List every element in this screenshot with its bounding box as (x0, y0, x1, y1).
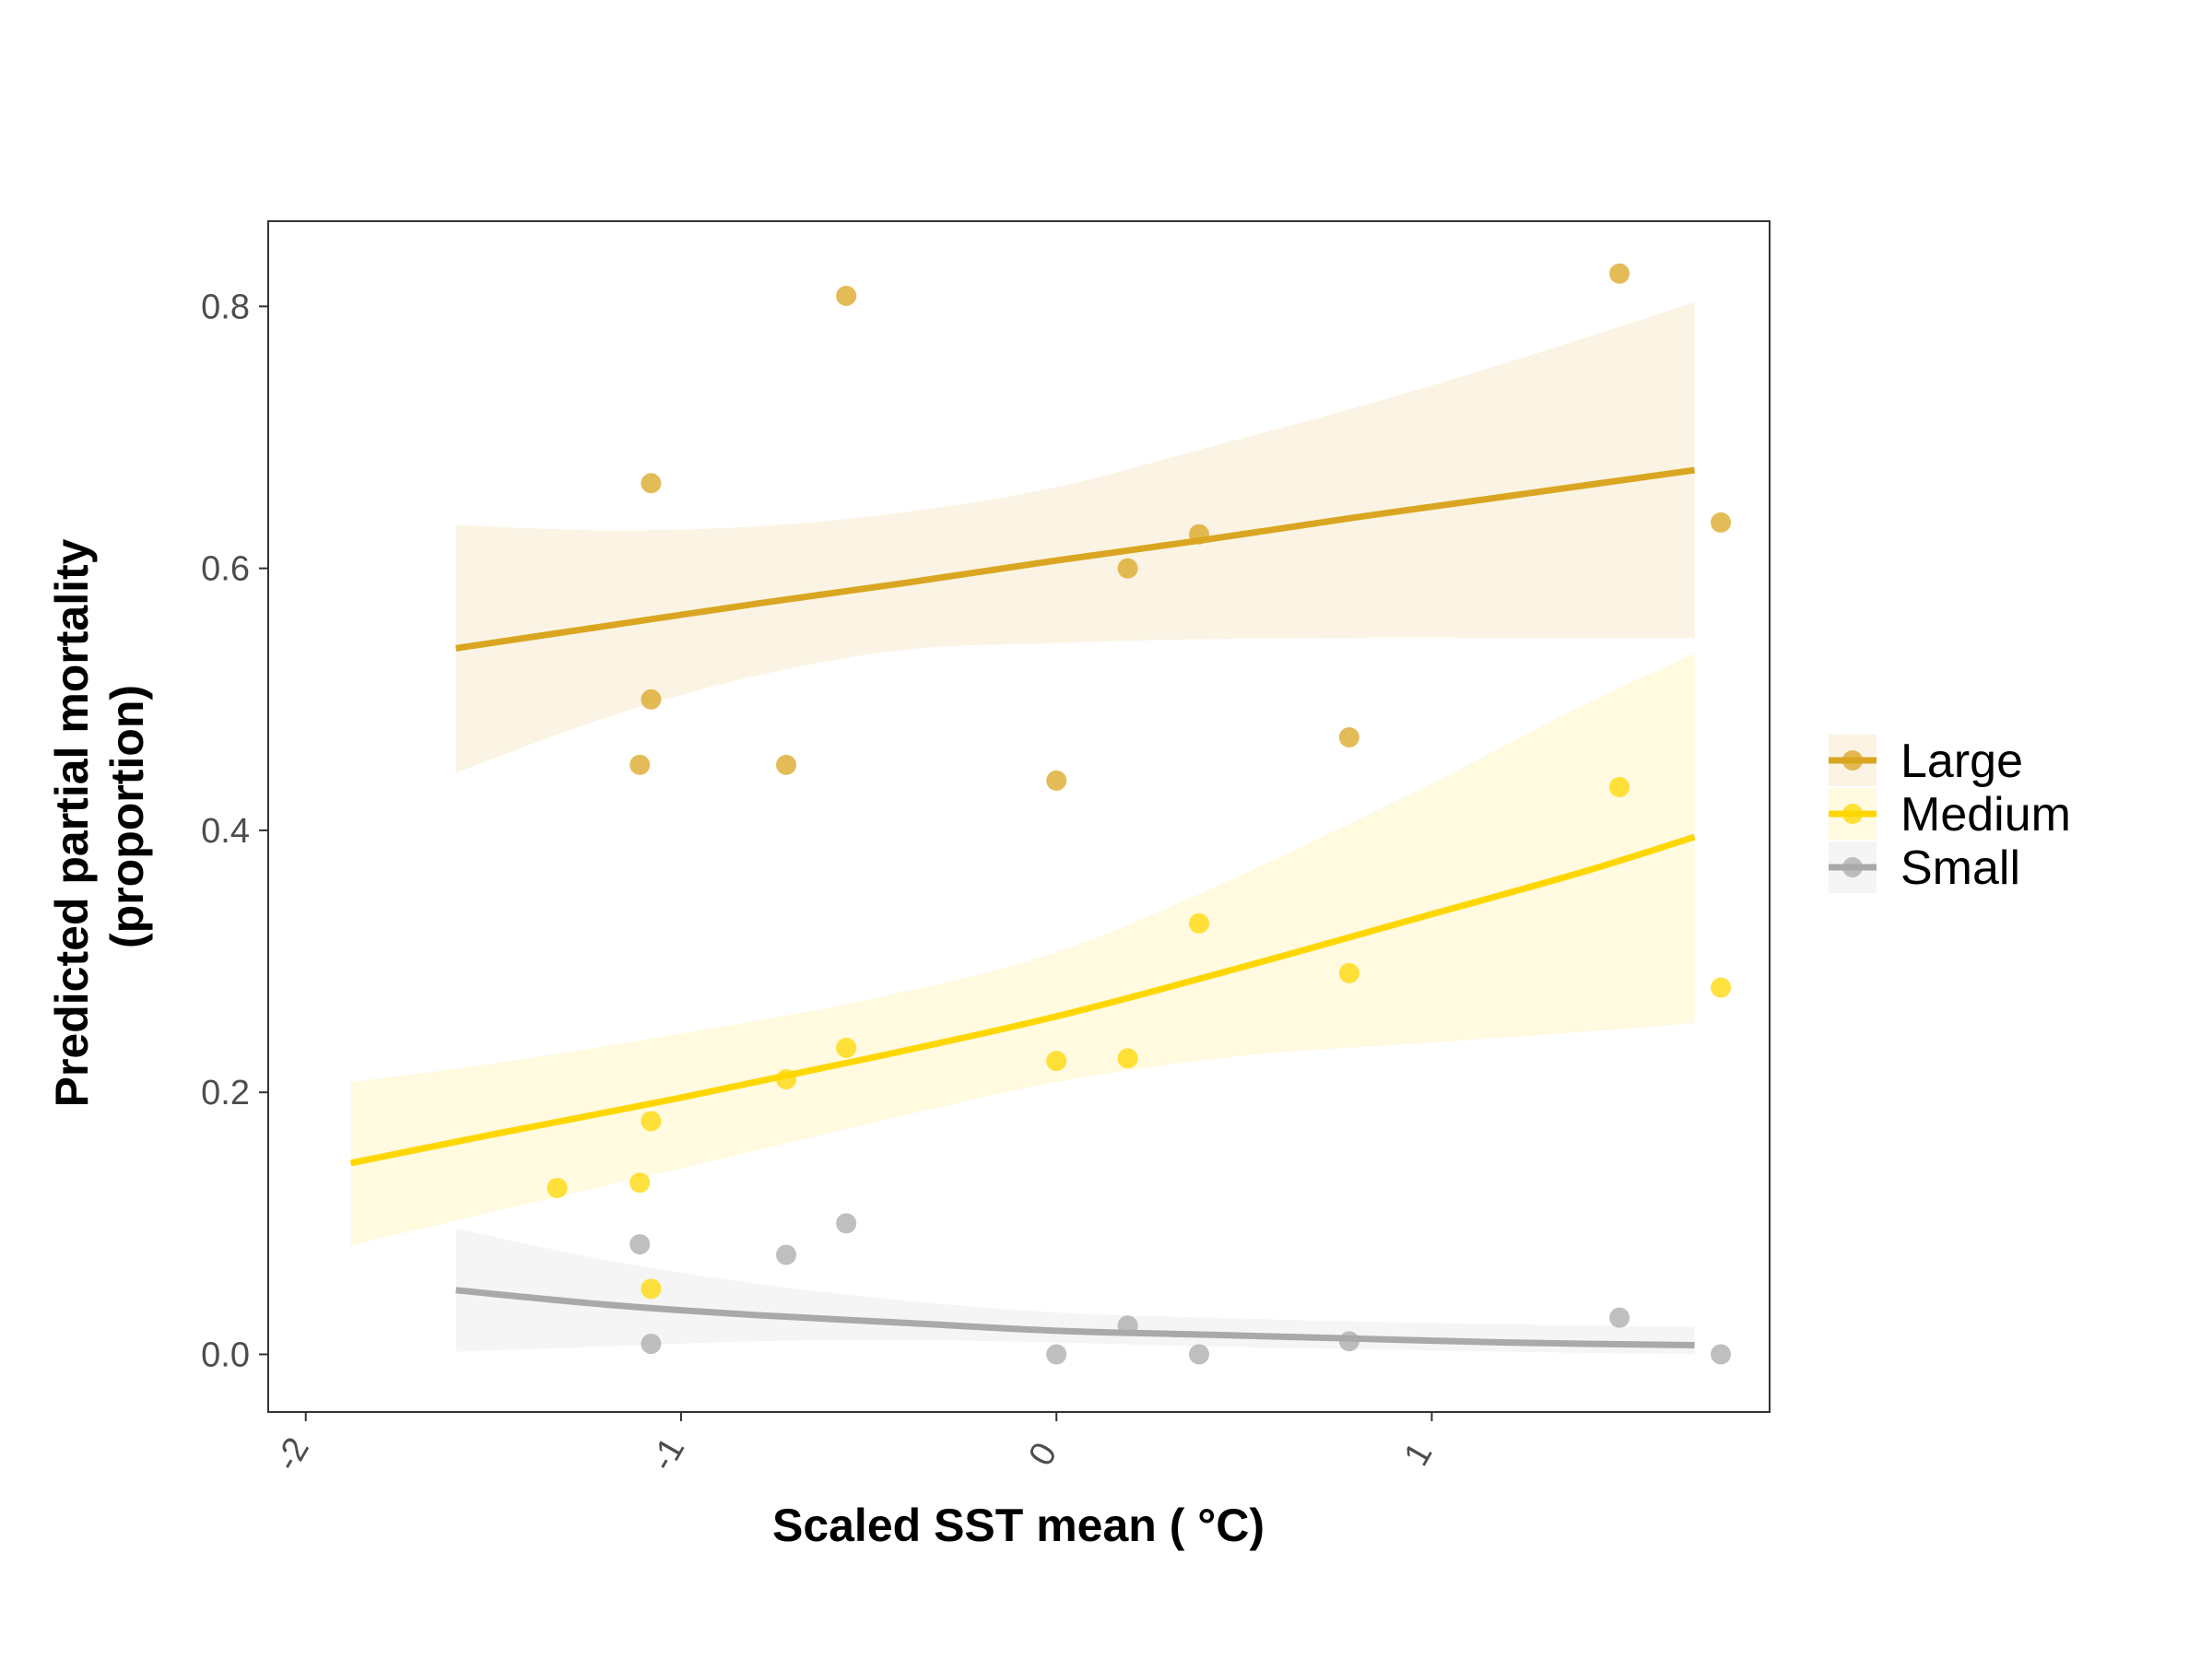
y-tick-label-3: 0.6 (201, 550, 250, 589)
point-small-9 (1711, 1344, 1732, 1365)
ribbon-small (455, 1229, 1695, 1355)
point-small-6 (1188, 1344, 1209, 1365)
point-large-2 (629, 754, 651, 775)
legend-key-medium (1829, 788, 1877, 840)
point-medium-3 (641, 1278, 662, 1300)
point-medium-2 (641, 1111, 662, 1132)
point-small-4 (1046, 1344, 1067, 1365)
y-tick-label-4: 0.8 (201, 288, 250, 326)
legend-label-small: Small (1900, 841, 2020, 895)
point-small-0 (629, 1234, 651, 1255)
point-medium-9 (1338, 962, 1359, 983)
fit-line-medium (349, 833, 1696, 1167)
y-tick-label-0: 0.0 (201, 1335, 250, 1374)
point-large-9 (1609, 263, 1630, 284)
point-large-8 (1338, 727, 1359, 748)
point-medium-1 (629, 1172, 651, 1194)
point-small-3 (836, 1213, 857, 1234)
y-axis-title: Predicted partial mortality (proportion) (46, 526, 153, 1108)
y-axis: 0.0 0.2 0.4 0.6 0.8 (201, 288, 268, 1374)
y-tick-label-1: 0.2 (201, 1074, 250, 1112)
point-medium-5 (836, 1037, 857, 1058)
plot-panel-border (267, 220, 1771, 1413)
legend-key-small (1829, 841, 1877, 893)
point-large-3 (776, 754, 796, 775)
y-tick-label-2: 0.4 (201, 812, 250, 851)
fit-line-large (455, 466, 1696, 652)
legend-label-large: Large (1900, 735, 2023, 788)
y-axis-title-line-1: Predicted partial mortality (46, 538, 98, 1107)
point-large-5 (1046, 770, 1067, 791)
y-axis-title-line-2: (proportion) (101, 685, 153, 948)
fit-line-small (455, 1287, 1695, 1349)
point-small-1 (641, 1334, 662, 1355)
point-medium-8 (1188, 912, 1209, 934)
points-large (629, 263, 1732, 791)
point-large-10 (1711, 512, 1732, 533)
legend-key-large (1829, 735, 1877, 786)
point-large-4 (836, 286, 857, 307)
ribbon-large (455, 302, 1695, 773)
point-small-8 (1609, 1307, 1630, 1328)
legend-key-point-small (1842, 857, 1863, 877)
point-medium-7 (1117, 1048, 1138, 1069)
point-medium-11 (1711, 977, 1732, 998)
x-axis-title: Scaled SST mean ( °C) (772, 1500, 1265, 1551)
point-small-2 (776, 1244, 796, 1265)
plot-content (349, 263, 1732, 1365)
points-small (629, 1213, 1732, 1365)
point-medium-10 (1609, 777, 1630, 798)
legend-key-point-medium (1842, 804, 1863, 824)
legend-key-point-large (1842, 750, 1863, 771)
point-large-6 (1117, 558, 1138, 579)
point-medium-0 (547, 1177, 568, 1198)
point-large-0 (641, 473, 662, 494)
points-medium (547, 777, 1732, 1300)
legend-label-medium: Medium (1900, 788, 2071, 841)
point-large-1 (641, 688, 662, 710)
point-medium-6 (1046, 1051, 1067, 1072)
